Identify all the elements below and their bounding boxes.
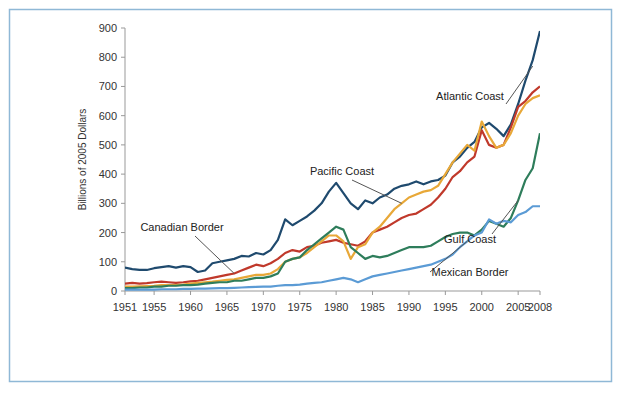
series-line <box>125 95 540 286</box>
y-tick-label: 400 <box>99 168 117 180</box>
x-tick <box>336 291 337 295</box>
series-label: Mexican Border <box>431 266 508 278</box>
y-axis-label: Billions of 2005 Dollars <box>77 109 88 211</box>
y-tick-label: 200 <box>99 227 117 239</box>
y-tick-label: 100 <box>99 256 117 268</box>
y-tick <box>121 144 125 145</box>
y-tick <box>121 261 125 262</box>
y-tick-label: 800 <box>99 51 117 63</box>
x-tick-label: 1951 <box>113 301 137 313</box>
x-tick <box>154 291 155 295</box>
x-tick-label: 1990 <box>397 301 421 313</box>
x-tick-label: 1960 <box>178 301 202 313</box>
background <box>0 0 624 395</box>
x-tick-label: 1995 <box>433 301 457 313</box>
y-tick <box>121 86 125 87</box>
x-tick <box>540 291 541 295</box>
y-tick <box>121 232 125 233</box>
x-tick <box>372 291 373 295</box>
x-tick-label: 1970 <box>251 301 275 313</box>
series-label: Pacific Coast <box>310 165 374 177</box>
series-line <box>125 86 540 283</box>
y-tick <box>121 28 125 29</box>
y-tick <box>121 291 125 292</box>
leader-line <box>506 66 533 104</box>
series-line <box>125 133 540 288</box>
x-tick-label: 2005 <box>506 301 530 313</box>
y-tick-label: 600 <box>99 110 117 122</box>
y-tick-label: 900 <box>99 22 117 34</box>
y-tick-label: 700 <box>99 80 117 92</box>
x-tick <box>518 291 519 295</box>
leader-line <box>492 200 518 234</box>
y-axis <box>125 28 126 291</box>
x-tick <box>481 291 482 295</box>
series-label: Canadian Border <box>140 221 224 233</box>
leader-line <box>195 236 234 273</box>
x-tick <box>445 291 446 295</box>
series-line <box>125 206 540 289</box>
x-tick-label: 2008 <box>528 301 552 313</box>
x-tick-label: 1965 <box>215 301 239 313</box>
y-tick <box>121 115 125 116</box>
frame <box>10 10 612 382</box>
series-label: Atlantic Coast <box>436 90 504 102</box>
x-tick-label: 1955 <box>142 301 166 313</box>
y-tick <box>121 203 125 204</box>
x-tick <box>263 291 264 295</box>
x-tick <box>125 291 126 295</box>
series-label: Gulf Coast <box>444 233 496 245</box>
y-tick-label: 300 <box>99 197 117 209</box>
x-tick <box>299 291 300 295</box>
x-tick-label: 2000 <box>470 301 494 313</box>
leader-line <box>352 180 402 203</box>
x-axis <box>125 291 540 292</box>
y-tick <box>121 57 125 58</box>
x-tick-label: 1980 <box>324 301 348 313</box>
x-tick-label: 1985 <box>360 301 384 313</box>
x-tick <box>190 291 191 295</box>
x-tick <box>408 291 409 295</box>
y-tick-label: 0 <box>111 285 117 297</box>
y-tick <box>121 174 125 175</box>
x-tick-label: 1975 <box>287 301 311 313</box>
y-tick-label: 500 <box>99 139 117 151</box>
x-tick <box>226 291 227 295</box>
plot-lines <box>125 31 540 290</box>
chart: 0 100 200 300 400 500 600 700 800 900 1951 1955 1960… <box>0 0 624 395</box>
